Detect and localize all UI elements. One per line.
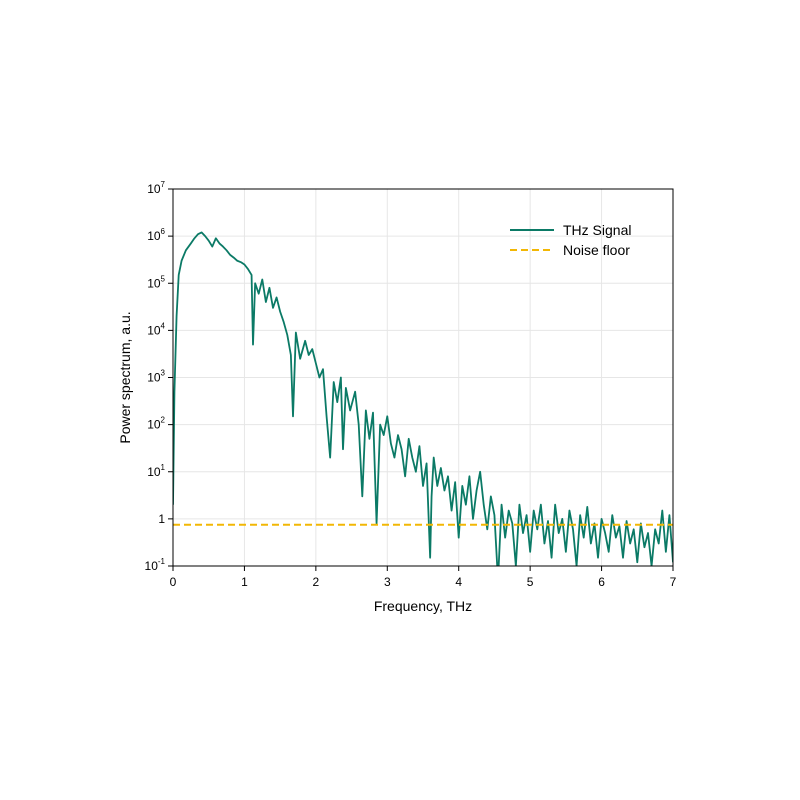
x-axis-label: Frequency, THz [374,598,472,614]
x-tick-label: 0 [170,575,177,589]
x-axis: 0 1 2 3 4 5 6 7 [170,566,677,589]
series-line-thz-signal [173,231,673,566]
y-tick-label: 101 [147,463,165,479]
legend-label: THz Signal [563,222,631,238]
y-tick-label: 102 [147,416,165,432]
y-tick-label: 10-1 [145,557,166,573]
y-tick-label: 107 [147,180,165,196]
x-tick-label: 1 [241,575,248,589]
legend-label: Noise floor [563,242,630,258]
x-tick-label: 7 [670,575,677,589]
x-tick-label: 2 [313,575,320,589]
x-tick-label: 4 [455,575,462,589]
y-axis: 10-1 1 101 102 103 104 105 106 107 [145,180,173,573]
y-tick-label: 103 [147,369,165,385]
plot-area [173,231,673,566]
y-tick-label: 106 [147,227,165,243]
legend: THz Signal Noise floor [510,222,631,258]
x-tick-label: 6 [598,575,605,589]
y-tick-label: 1 [158,512,165,526]
y-axis-label: Power spectrum, a.u. [117,311,133,443]
y-tick-label: 105 [147,274,165,290]
y-tick-label: 104 [147,321,165,337]
x-tick-label: 3 [384,575,391,589]
x-tick-label: 5 [527,575,534,589]
